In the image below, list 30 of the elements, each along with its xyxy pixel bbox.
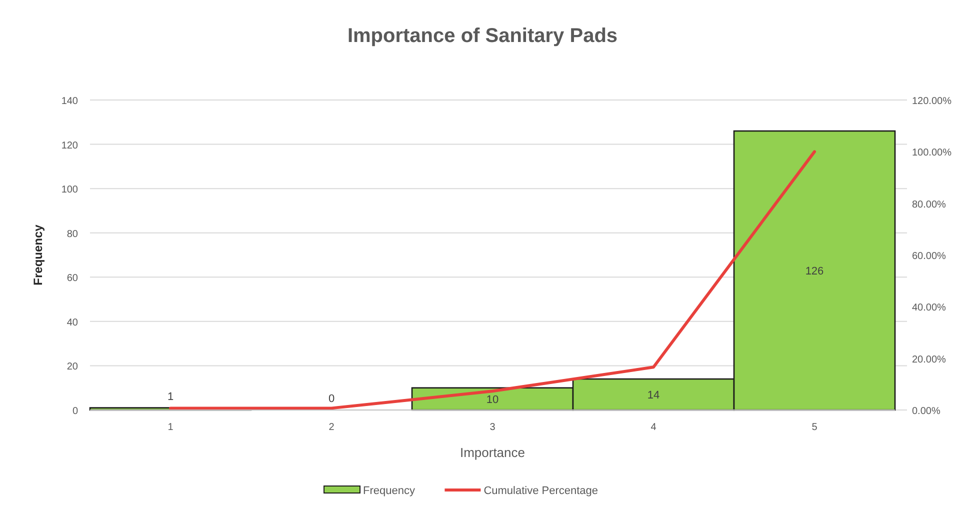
data-label: 10	[486, 394, 499, 406]
x-tick-label: 1	[168, 422, 174, 433]
chart-title: Importance of Sanitary Pads	[347, 25, 618, 47]
y2-tick-label: 0.00%	[912, 406, 940, 417]
data-label: 126	[805, 266, 824, 278]
y-tick-label: 100	[61, 184, 78, 196]
y2-tick-label: 60.00%	[912, 251, 946, 262]
y-axis-title: Frequency	[31, 224, 45, 286]
y-tick-label: 20	[66, 362, 78, 373]
data-label: 0	[328, 393, 335, 405]
y2-tick-label: 80.00%	[912, 199, 946, 210]
y-tick-label: 80	[66, 228, 78, 240]
x-tick-label: 5	[812, 422, 818, 433]
y2-tick-label: 40.00%	[912, 302, 946, 314]
legend-label: Cumulative Percentage	[484, 485, 598, 497]
y2-tick-label: 120.00%	[912, 96, 952, 107]
y2-tick-label: 100.00%	[912, 148, 952, 159]
legend-label: Frequency	[363, 485, 416, 497]
x-tick-label: 4	[650, 422, 657, 433]
y-tick-label: 0	[72, 406, 78, 417]
y-tick-label: 120	[61, 140, 78, 152]
data-label: 14	[647, 390, 660, 402]
data-label: 1	[167, 390, 174, 403]
y2-tick-label: 20.00%	[912, 354, 946, 366]
y-tick-label: 140	[61, 96, 78, 107]
x-tick-label: 3	[490, 422, 496, 433]
x-tick-label: 2	[328, 422, 335, 433]
x-axis-title: Importance	[460, 445, 526, 460]
y-tick-label: 60	[66, 273, 78, 284]
y-tick-label: 40	[66, 317, 78, 328]
